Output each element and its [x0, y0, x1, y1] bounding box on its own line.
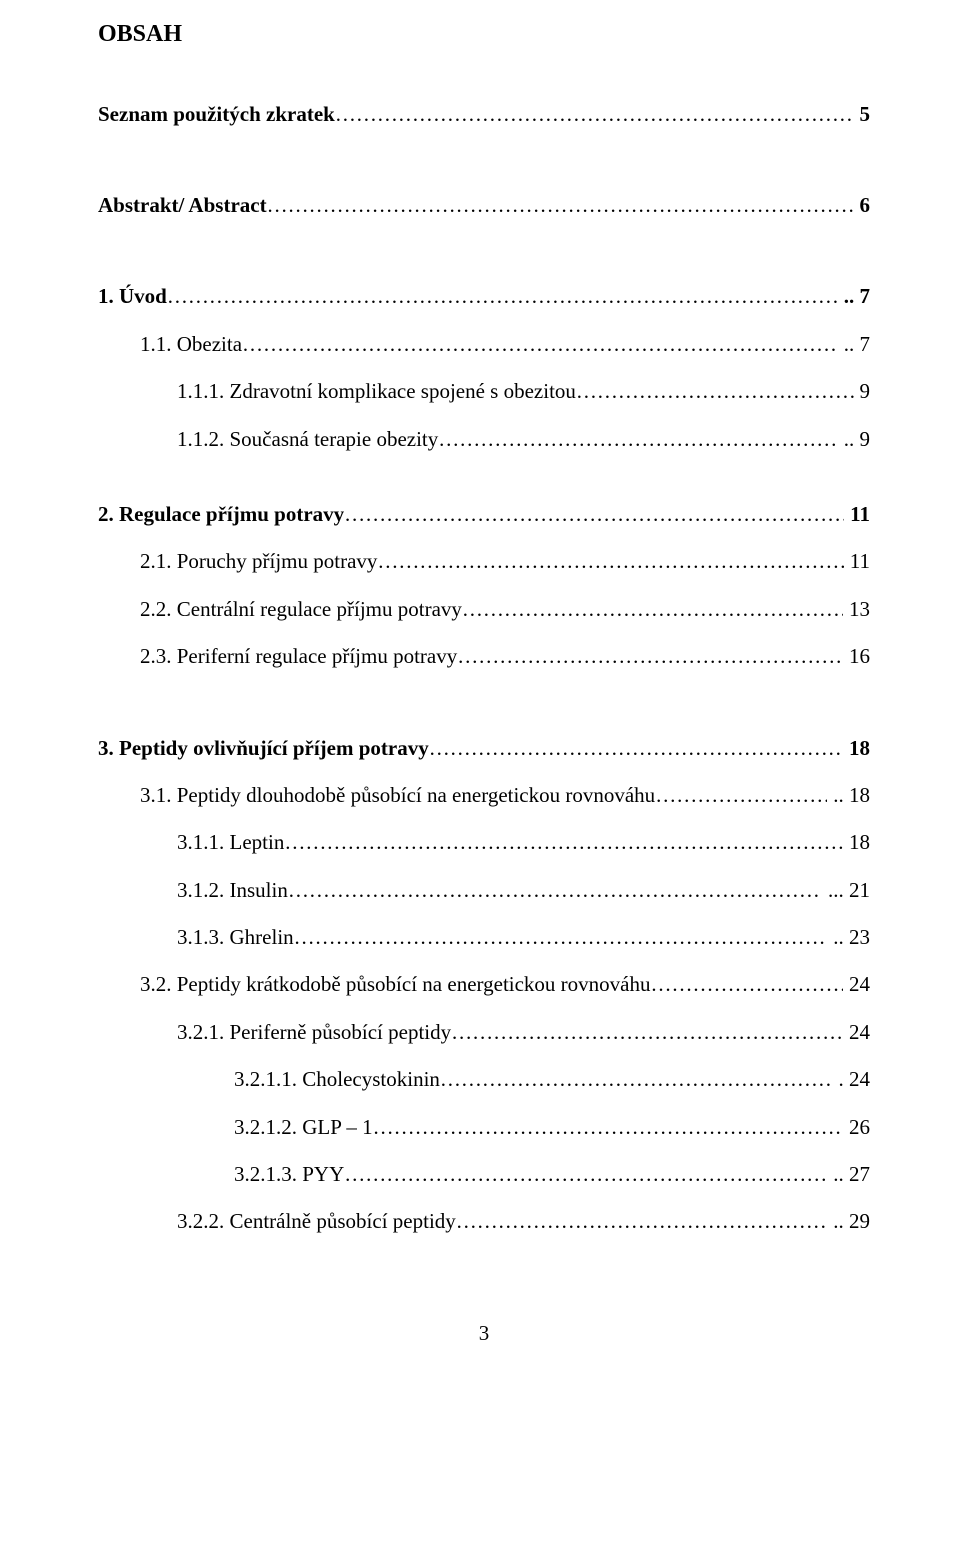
toc-entry: 2.3. Periferní regulace příjmu potravy 1…	[98, 642, 870, 671]
toc-entry-label: 2. Regulace příjmu potravy	[98, 500, 344, 529]
toc-entry: 3.2. Peptidy krátkodobě působící na ener…	[98, 970, 870, 999]
toc-entry: 3.2.1. Periferně působící peptidy 24	[98, 1018, 870, 1047]
toc-entry-page: 11	[844, 500, 870, 529]
toc-entry-page: .. 18	[827, 781, 870, 810]
toc-entry: 2.1. Poruchy příjmu potravy 11	[98, 547, 870, 576]
toc-entry-page: .. 23	[827, 923, 870, 952]
toc-entry-label: 1. Úvod	[98, 282, 167, 311]
toc-entry-page: 11	[844, 547, 870, 576]
toc-leader	[373, 1113, 843, 1142]
toc-entry-page: .. 29	[827, 1207, 870, 1236]
toc-entry: 3.1. Peptidy dlouhodobě působící na ener…	[98, 781, 870, 810]
toc-entry-page: 24	[843, 970, 870, 999]
toc-leader	[576, 377, 854, 406]
toc-entry-page: 18	[843, 828, 870, 857]
toc-entry-page: 16	[843, 642, 870, 671]
toc-entry-page: 13	[843, 595, 870, 624]
toc-leader	[438, 425, 838, 454]
page-title: OBSAH	[98, 18, 870, 52]
toc-entry: 3.2.1.2. GLP – 1 26	[98, 1113, 870, 1142]
table-of-contents: Seznam použitých zkratek 5 Abstrakt/ Abst…	[98, 100, 870, 1237]
toc-entry: 3.2.1.1. Cholecystokinin . 24	[98, 1065, 870, 1094]
toc-entry-label: 1.1.1. Zdravotní komplikace spojené s ob…	[177, 377, 576, 406]
toc-entry-label: Seznam použitých zkratek	[98, 100, 335, 129]
toc-entry-label: 2.1. Poruchy příjmu potravy	[140, 547, 377, 576]
toc-leader	[344, 500, 844, 529]
toc-entry-label: 3.2.1.1. Cholecystokinin	[234, 1065, 440, 1094]
toc-entry: 3. Peptidy ovlivňující příjem potravy 18	[98, 734, 870, 763]
toc-entry-label: 3.1.2. Insulin	[177, 876, 288, 905]
toc-entry-label: 3.2.1.2. GLP – 1	[234, 1113, 373, 1142]
toc-leader	[335, 100, 854, 129]
toc-entry-label: 3.2. Peptidy krátkodobě působící na ener…	[140, 970, 651, 999]
toc-entry-label: 3.1.1. Leptin	[177, 828, 284, 857]
toc-entry-page: ... 21	[822, 876, 870, 905]
toc-entry: 1.1.1. Zdravotní komplikace spojené s ob…	[98, 377, 870, 406]
toc-entry-label: 3.1.3. Ghrelin	[177, 923, 294, 952]
toc-leader	[344, 1160, 827, 1189]
toc-entry-label: 3.2.1. Periferně působící peptidy	[177, 1018, 451, 1047]
toc-leader	[451, 1018, 843, 1047]
toc-entry: Abstrakt/ Abstract 6	[98, 191, 870, 220]
toc-entry-page: 18	[843, 734, 870, 763]
toc-entry: Seznam použitých zkratek 5	[98, 100, 870, 129]
toc-leader	[267, 191, 854, 220]
toc-leader	[294, 923, 828, 952]
toc-entry: 3.1.2. Insulin ... 21	[98, 876, 870, 905]
toc-entry: 2. Regulace příjmu potravy 11	[98, 500, 870, 529]
toc-entry-page: 26	[843, 1113, 870, 1142]
toc-entry-label: 1.1.2. Současná terapie obezity	[177, 425, 438, 454]
toc-entry: 3.2.2. Centrálně působící peptidy .. 29	[98, 1207, 870, 1236]
toc-entry-page: 24	[843, 1018, 870, 1047]
toc-entry: 3.1.3. Ghrelin .. 23	[98, 923, 870, 952]
toc-leader	[167, 282, 838, 311]
toc-leader	[655, 781, 827, 810]
toc-leader	[440, 1065, 833, 1094]
toc-entry-page: .. 9	[838, 425, 870, 454]
toc-entry-page: . 24	[833, 1065, 871, 1094]
toc-leader	[651, 970, 843, 999]
toc-leader	[242, 330, 838, 359]
toc-entry-page: .. 7	[838, 282, 870, 311]
toc-entry-page: .. 27	[827, 1160, 870, 1189]
toc-entry-label: 3.2.2. Centrálně působící peptidy	[177, 1207, 456, 1236]
toc-entry: 1.1.2. Současná terapie obezity .. 9	[98, 425, 870, 454]
toc-leader	[288, 876, 822, 905]
toc-entry: 1. Úvod .. 7	[98, 282, 870, 311]
toc-entry-page: .. 7	[838, 330, 870, 359]
toc-entry-label: 3.2.1.3. PYY	[234, 1160, 344, 1189]
toc-entry-page: 5	[854, 100, 871, 129]
toc-entry-label: Abstrakt/ Abstract	[98, 191, 267, 220]
toc-entry: 3.2.1.3. PYY .. 27	[98, 1160, 870, 1189]
toc-entry: 3.1.1. Leptin 18	[98, 828, 870, 857]
toc-entry-label: 3. Peptidy ovlivňující příjem potravy	[98, 734, 429, 763]
toc-entry-label: 2.3. Periferní regulace příjmu potravy	[140, 642, 457, 671]
toc-leader	[429, 734, 843, 763]
toc-entry-page: 6	[854, 191, 871, 220]
toc-leader	[462, 595, 843, 624]
toc-entry-label: 1.1. Obezita	[140, 330, 242, 359]
toc-leader	[456, 1207, 827, 1236]
toc-leader	[284, 828, 843, 857]
toc-leader	[377, 547, 843, 576]
toc-entry-label: 2.2. Centrální regulace příjmu potravy	[140, 595, 462, 624]
toc-leader	[457, 642, 843, 671]
toc-entry-page: 9	[854, 377, 871, 406]
toc-entry: 1.1. Obezita .. 7	[98, 330, 870, 359]
toc-entry: 2.2. Centrální regulace příjmu potravy 1…	[98, 595, 870, 624]
toc-entry-label: 3.1. Peptidy dlouhodobě působící na ener…	[140, 781, 655, 810]
footer-page-number: 3	[98, 1319, 870, 1348]
